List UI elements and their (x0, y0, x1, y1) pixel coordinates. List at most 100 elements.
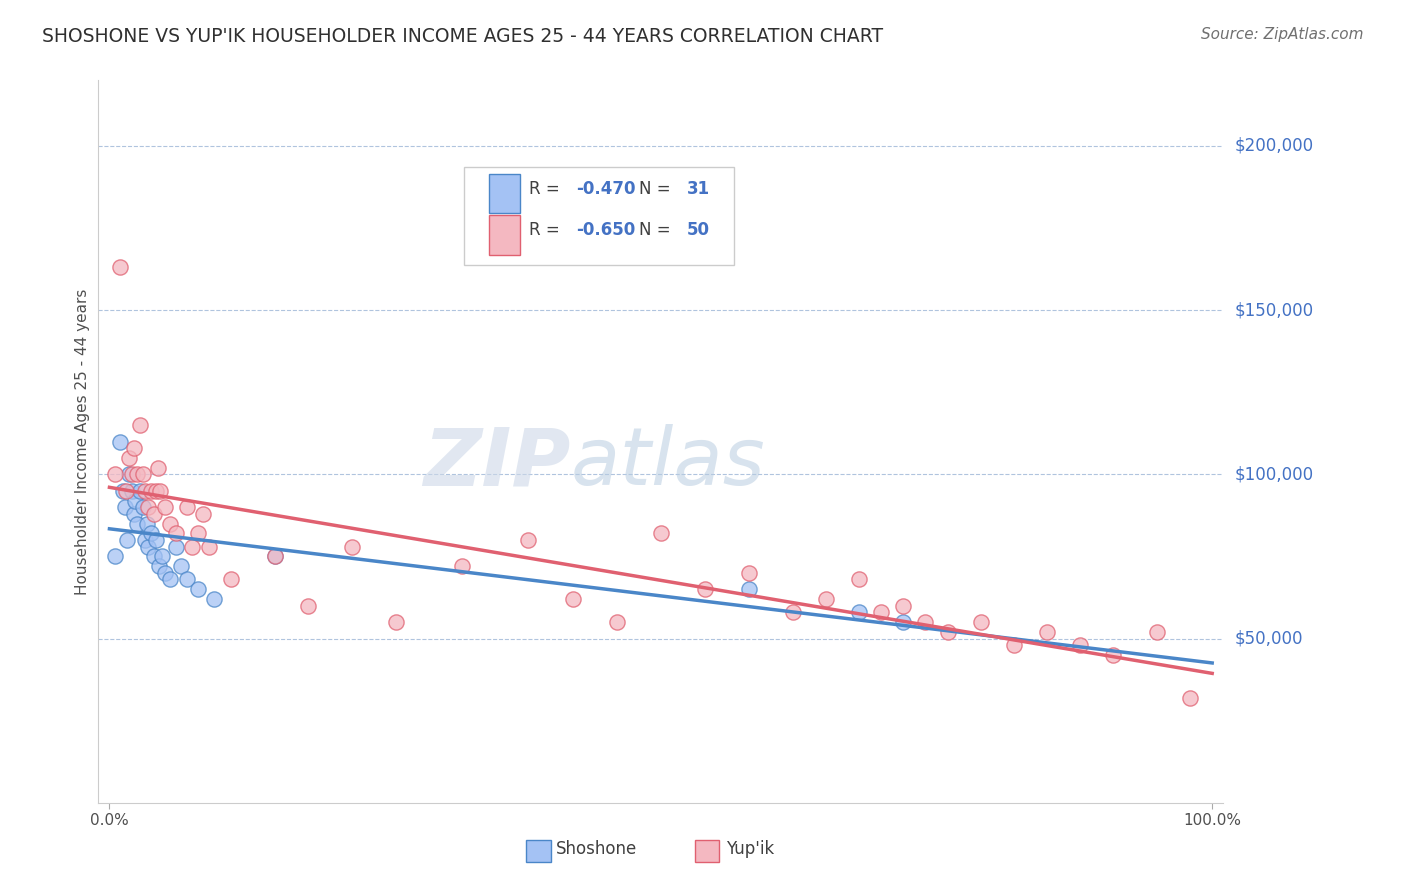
Point (561, 592, 583, 607)
Point (1002, 638, 1025, 652)
Text: $50,000: $50,000 (1234, 630, 1303, 648)
Point (122, 441, 145, 455)
Point (187, 582, 209, 597)
Point (134, 533, 156, 547)
Text: N =: N = (640, 221, 676, 239)
Text: 50: 50 (686, 221, 710, 239)
Text: Shoshone: Shoshone (557, 840, 637, 858)
Text: 31: 31 (686, 180, 710, 198)
Text: atlas: atlas (571, 425, 766, 502)
Text: -0.650: -0.650 (576, 221, 636, 239)
Point (385, 615, 408, 630)
Point (340, 540, 363, 554)
Point (141, 483, 163, 498)
Bar (489, 215, 520, 255)
Point (118, 467, 141, 482)
Point (145, 533, 167, 547)
Point (131, 500, 153, 515)
Point (104, 549, 127, 564)
Point (451, 559, 474, 574)
Point (134, 483, 156, 498)
Text: -0.470: -0.470 (576, 180, 636, 198)
Point (136, 540, 159, 554)
Point (153, 500, 176, 515)
Point (815, 592, 838, 607)
Point (187, 526, 209, 541)
Point (893, 599, 915, 613)
Point (118, 450, 141, 465)
Point (193, 507, 215, 521)
Point (1069, 638, 1091, 652)
Point (936, 625, 959, 640)
Text: $150,000: $150,000 (1234, 301, 1313, 319)
Text: $100,000: $100,000 (1234, 466, 1313, 483)
Point (176, 573, 198, 587)
Point (650, 526, 672, 541)
Point (111, 483, 134, 498)
Bar (695, 840, 720, 862)
Point (145, 483, 167, 498)
FancyBboxPatch shape (464, 167, 734, 265)
Text: SHOSHONE VS YUP'IK HOUSEHOLDER INCOME AGES 25 - 44 YEARS CORRELATION CHART: SHOSHONE VS YUP'IK HOUSEHOLDER INCOME AG… (42, 27, 883, 45)
Point (142, 549, 165, 564)
Point (146, 460, 169, 475)
Point (693, 582, 716, 597)
Point (115, 483, 138, 498)
Point (131, 467, 153, 482)
Point (738, 582, 761, 597)
Y-axis label: Householder Income Ages 25 - 44 years: Householder Income Ages 25 - 44 years (75, 288, 90, 595)
Text: R =: R = (529, 221, 565, 239)
Point (122, 507, 145, 521)
Point (110, 434, 132, 449)
Bar (526, 840, 551, 862)
Point (1102, 648, 1125, 662)
Point (738, 566, 761, 580)
Point (150, 549, 173, 564)
Text: R =: R = (529, 180, 565, 198)
Point (914, 615, 936, 630)
Point (125, 467, 148, 482)
Point (893, 615, 915, 630)
Point (165, 540, 187, 554)
Point (110, 260, 132, 275)
Point (165, 526, 187, 541)
Point (1146, 625, 1168, 640)
Point (517, 533, 540, 547)
Point (1178, 690, 1201, 705)
Point (129, 418, 152, 433)
Point (149, 483, 172, 498)
Point (115, 533, 138, 547)
Point (181, 540, 204, 554)
Point (148, 559, 170, 574)
Point (159, 516, 181, 531)
Point (782, 605, 804, 619)
Point (142, 507, 165, 521)
Point (121, 483, 143, 498)
Point (124, 493, 146, 508)
Point (263, 549, 285, 564)
Point (141, 526, 163, 541)
Point (129, 483, 152, 498)
Point (219, 573, 242, 587)
Point (202, 592, 225, 607)
Point (848, 605, 870, 619)
Point (159, 573, 181, 587)
Point (153, 566, 176, 580)
Point (969, 615, 991, 630)
Text: $200,000: $200,000 (1234, 137, 1313, 155)
Point (136, 500, 159, 515)
Point (197, 540, 219, 554)
Point (114, 500, 136, 515)
Point (848, 573, 870, 587)
Bar (489, 174, 520, 213)
Point (136, 516, 159, 531)
Point (104, 467, 127, 482)
Point (870, 605, 893, 619)
Text: Yup'ik: Yup'ik (725, 840, 775, 858)
Point (176, 500, 198, 515)
Text: Source: ZipAtlas.com: Source: ZipAtlas.com (1201, 27, 1364, 42)
Point (121, 467, 143, 482)
Text: N =: N = (640, 180, 676, 198)
Point (1036, 625, 1059, 640)
Text: ZIP: ZIP (423, 425, 571, 502)
